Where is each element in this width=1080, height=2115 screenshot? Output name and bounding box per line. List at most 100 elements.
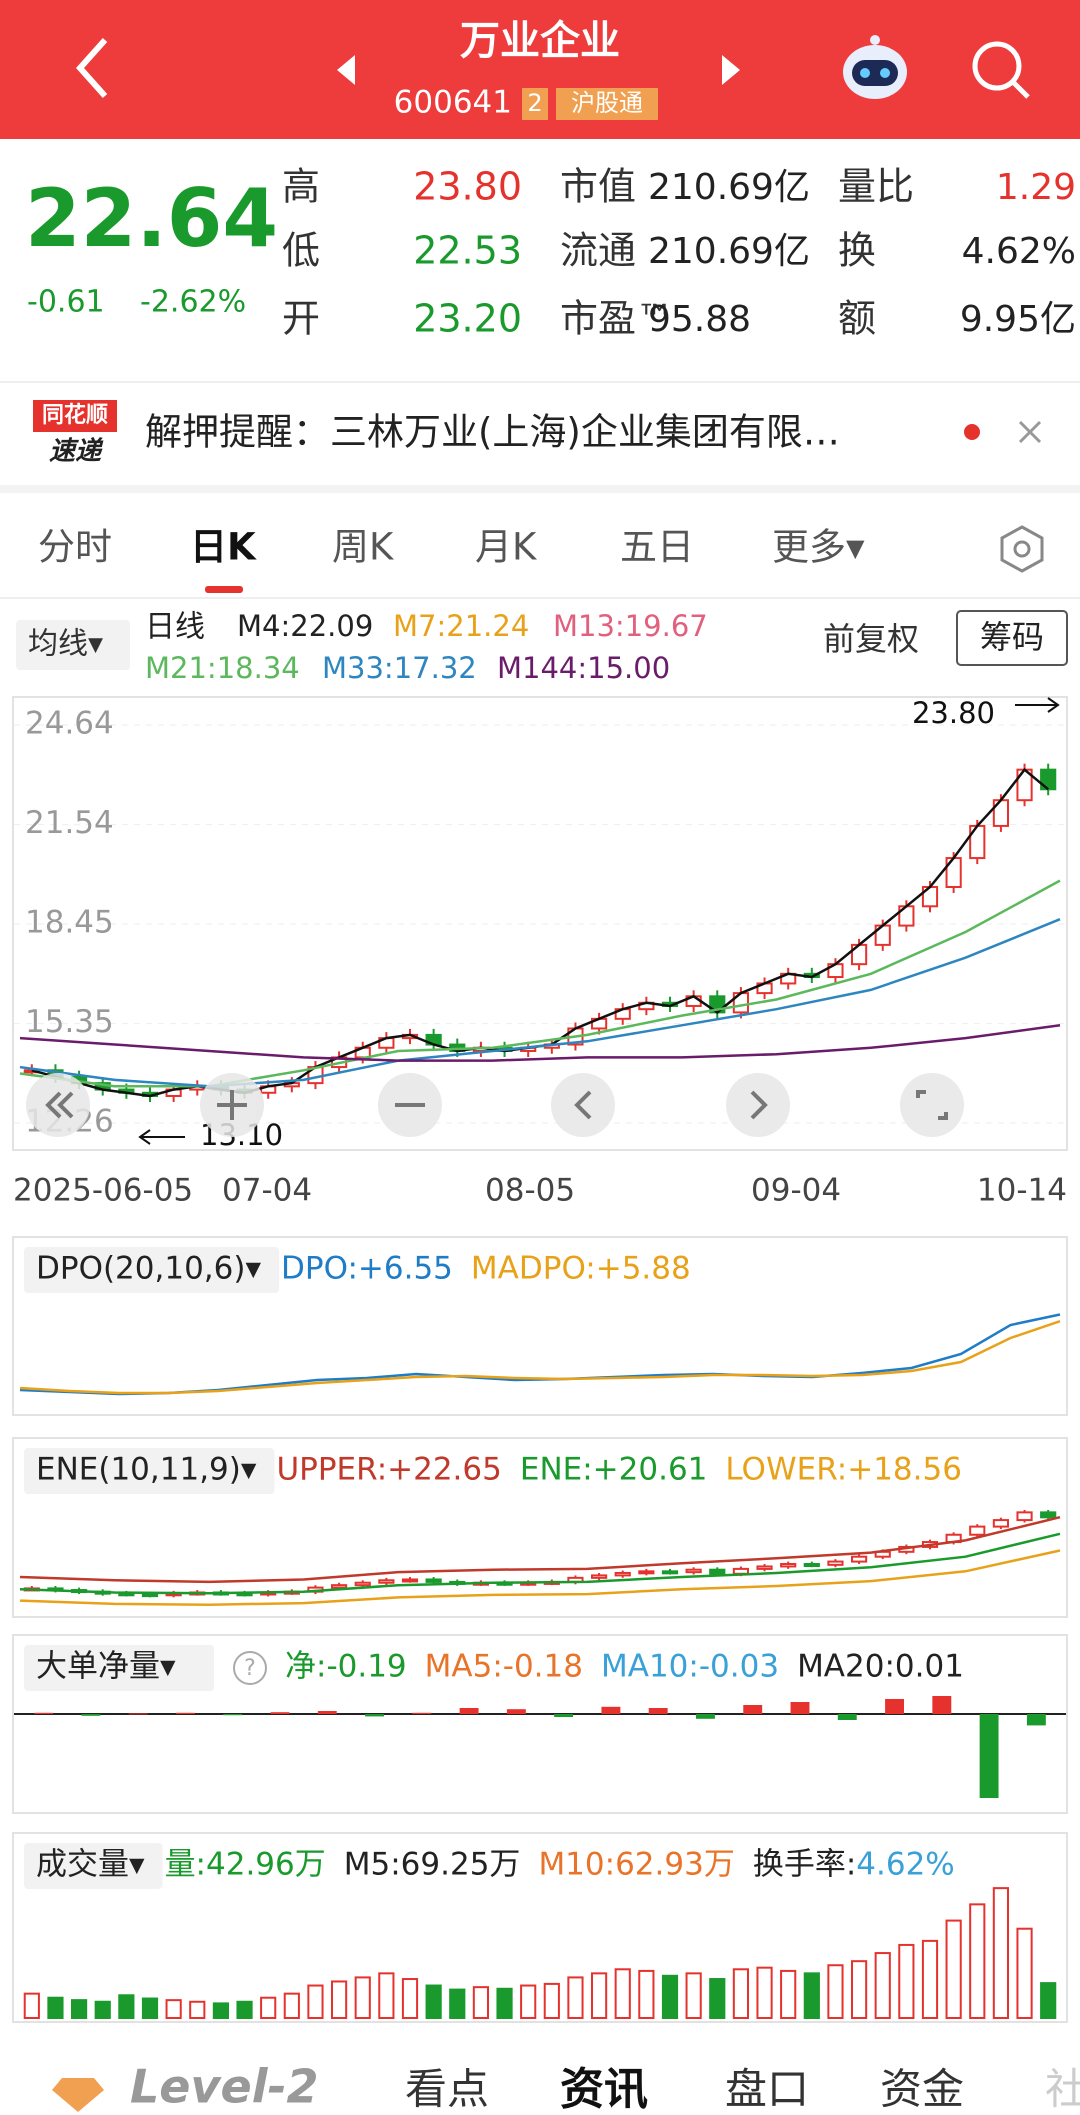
- indicator-value: 4.62%: [856, 1847, 954, 1883]
- volume-bar: [94, 2000, 111, 2019]
- volume-frame: [12, 1832, 1068, 2023]
- quote-label: 额: [838, 297, 876, 341]
- volume-bar: [567, 1976, 584, 2019]
- chips-button[interactable]: 筹码: [980, 618, 1044, 656]
- ma-selector[interactable]: 均线▾: [28, 627, 103, 662]
- notice-text[interactable]: 解押提醒：三林万业(上海)企业集团有限…: [145, 411, 840, 454]
- volume-bar: [331, 1980, 348, 2019]
- tab[interactable]: 日K: [190, 526, 257, 569]
- prev-stock[interactable]: [337, 55, 355, 85]
- assistant-icon[interactable]: [843, 35, 907, 99]
- candle: [141, 1593, 159, 1598]
- ma-selector-bg: [16, 620, 130, 670]
- net-bar: [128, 1713, 148, 1715]
- ma-item: M21:18.34: [145, 651, 300, 685]
- next-stock[interactable]: [722, 55, 740, 85]
- scroll-left[interactable]: [551, 1073, 615, 1137]
- line: [19, 1024, 1061, 1062]
- tab[interactable]: 更多▾: [772, 526, 865, 569]
- dpo-frame: [12, 1236, 1068, 1416]
- net-bar: [81, 1714, 101, 1716]
- volume-bar: [709, 1978, 726, 2019]
- period: 日线: [145, 610, 205, 645]
- net-bar: [554, 1714, 574, 1717]
- volume-bar: [638, 1969, 655, 2019]
- indicator-value: MA20:0.01: [797, 1649, 964, 1685]
- y-tick-label: 21.54: [25, 805, 114, 841]
- x-tick-label: 09-04: [751, 1173, 841, 1209]
- quote-value: 22.53: [413, 229, 522, 273]
- search-icon[interactable]: [972, 41, 1030, 99]
- tab[interactable]: 周K: [332, 526, 395, 569]
- net-bar: [270, 1712, 290, 1714]
- nav-item[interactable]: Level-2: [130, 2060, 319, 2114]
- stock-name: 万业企业: [460, 18, 620, 64]
- tab[interactable]: 月K: [475, 526, 538, 569]
- indicator-selector[interactable]: 大单净量▾: [36, 1649, 176, 1685]
- indicator-selector[interactable]: 成交量▾: [36, 1847, 145, 1883]
- volume-bar: [165, 1999, 182, 2020]
- indicator-value: DPO:+6.55: [281, 1251, 453, 1287]
- net-bar: [459, 1708, 479, 1714]
- volume-bar: [23, 1992, 40, 2020]
- nav-item[interactable]: 资金: [880, 2065, 964, 2114]
- logo-top-bg: [33, 400, 117, 432]
- candle: [827, 1560, 844, 1566]
- indicator-value: MA5:-0.18: [425, 1649, 583, 1685]
- volume-bar: [236, 2000, 253, 2019]
- indicator-selector[interactable]: ENE(10,11,9)▾: [36, 1452, 257, 1488]
- volume-bar: [260, 1996, 277, 2020]
- logo-bottom: 速递: [49, 437, 104, 467]
- nav-item[interactable]: 资讯: [560, 2064, 648, 2115]
- selector-bg: [24, 1843, 163, 1889]
- x-tick-label: 08-05: [485, 1173, 575, 1209]
- volume-bar: [141, 1997, 159, 2020]
- help-icon[interactable]: [233, 1651, 267, 1685]
- quote-value: 210.69亿: [648, 231, 810, 272]
- volume-bar: [47, 1996, 64, 2020]
- nav-item[interactable]: 社: [1045, 2065, 1080, 2114]
- volume-bar: [354, 1976, 371, 2019]
- close-notice[interactable]: [1018, 420, 1042, 444]
- scroll-right[interactable]: [726, 1073, 790, 1137]
- volume-bar: [874, 1952, 891, 2020]
- quote-value: 1.29: [996, 167, 1076, 208]
- tab[interactable]: 分时: [38, 526, 112, 569]
- nav-item[interactable]: 盘口: [725, 2065, 809, 2114]
- volume-bar: [1040, 1982, 1057, 2019]
- indicator-value: LOWER:+18.56: [725, 1452, 962, 1488]
- indicator-selector[interactable]: DPO(20,10,6)▾: [36, 1251, 261, 1287]
- net-bar: [979, 1714, 999, 1798]
- indicator-value: M10:62.93万: [538, 1847, 734, 1883]
- candle: [425, 1578, 442, 1583]
- volume-bar: [212, 2002, 229, 2019]
- volume-bar: [614, 1968, 631, 2019]
- nav-item[interactable]: 看点: [405, 2065, 489, 2114]
- candle: [780, 1563, 797, 1568]
- tag: 沪股通: [571, 89, 643, 117]
- high-annotation: 23.80: [912, 696, 995, 730]
- volume-bar: [449, 1988, 466, 2020]
- volume-bar: [378, 1972, 395, 2019]
- tab[interactable]: 五日: [620, 526, 694, 569]
- x-tick-label: 10-14: [977, 1173, 1067, 1209]
- volume-bar: [520, 1984, 537, 2020]
- badge: 2: [527, 89, 542, 117]
- indicator-value: M5:69.25万: [344, 1847, 521, 1883]
- volume-bar: [851, 1960, 868, 2020]
- indicator-value: 量:42.96万: [165, 1847, 326, 1883]
- candle: [756, 1565, 773, 1570]
- line: [19, 1532, 1061, 1595]
- line: [19, 918, 1061, 1088]
- volume-bar: [543, 1982, 560, 2019]
- settings-icon[interactable]: [1000, 525, 1044, 573]
- fullscreen[interactable]: [900, 1073, 964, 1137]
- quote-value: 23.80: [413, 165, 522, 209]
- volume-bar: [591, 1972, 608, 2019]
- adjust[interactable]: 前复权: [823, 620, 919, 658]
- indicator-value: 净:-0.19: [285, 1649, 407, 1685]
- x-tick-label: 07-04: [222, 1173, 312, 1209]
- back-button[interactable]: [75, 38, 108, 98]
- quote-label: 市盈™: [560, 297, 674, 341]
